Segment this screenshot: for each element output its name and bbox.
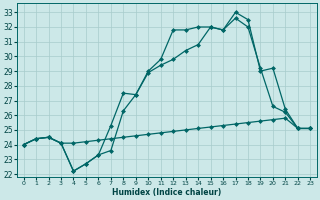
- X-axis label: Humidex (Indice chaleur): Humidex (Indice chaleur): [112, 188, 221, 197]
